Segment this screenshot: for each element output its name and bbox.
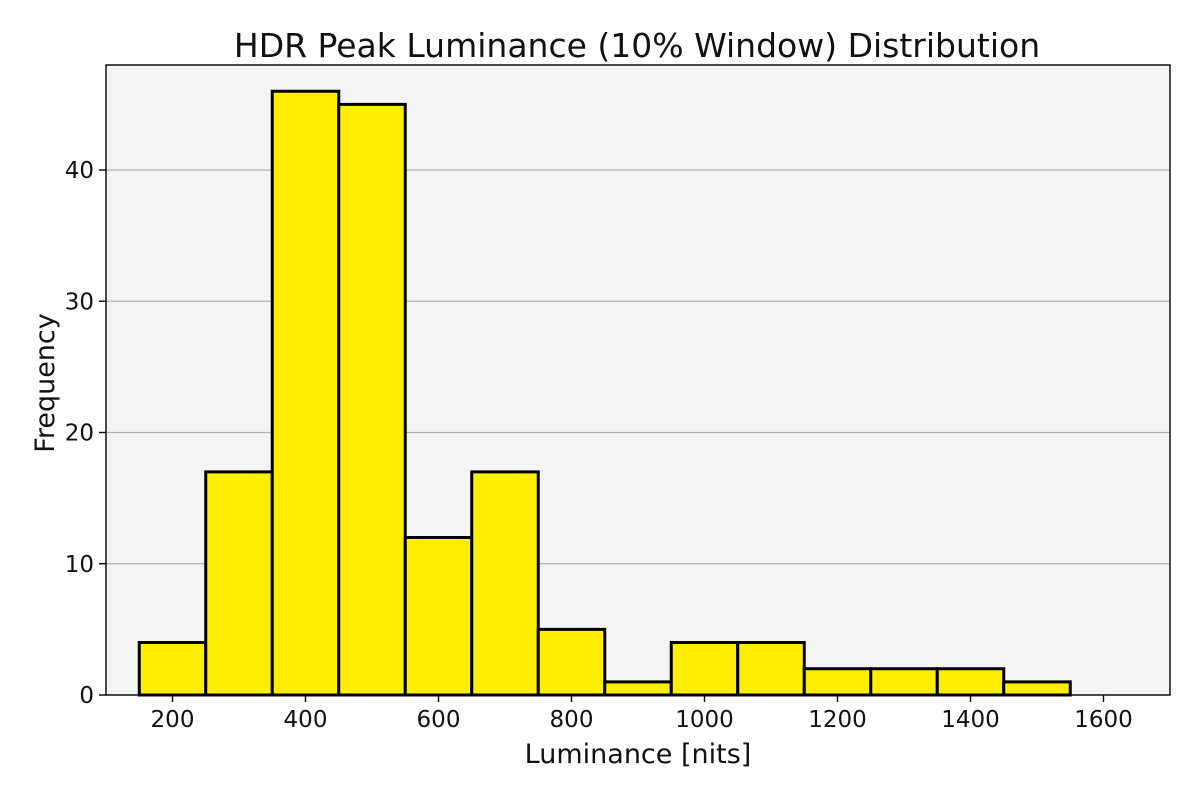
histogram-bar-0 [137, 641, 208, 697]
x-axis-label: Luminance [nits] [525, 739, 752, 770]
x-tick-label-600: 600 [417, 707, 461, 733]
x-axis-ticks: 200 400 600 800 1000 1200 1400 1600 [151, 695, 1133, 733]
chart-title: HDR Peak Luminance (10% Window) Distribu… [234, 26, 1040, 65]
histogram-bar-2 [270, 89, 341, 697]
y-tick-label-30: 30 [65, 289, 94, 315]
x-tick-label-1600: 1600 [1074, 707, 1133, 733]
histogram-bar-10 [802, 667, 873, 697]
histogram-bar-11 [869, 667, 939, 697]
histogram-bar-13 [1002, 680, 1072, 697]
x-tick-label-1000: 1000 [675, 707, 734, 733]
x-tick-label-1400: 1400 [941, 707, 1000, 733]
histogram-bar-4 [403, 536, 474, 697]
y-tick-label-40: 40 [65, 158, 94, 184]
x-tick-label-800: 800 [550, 707, 594, 733]
y-tick-label-0: 0 [79, 683, 94, 709]
histogram-bar-6 [536, 627, 607, 697]
y-tick-label-20: 20 [65, 421, 94, 447]
histogram-bars [137, 89, 1072, 697]
histogram-bar-12 [935, 667, 1006, 697]
histogram-bar-7 [603, 680, 673, 697]
x-tick-label-200: 200 [151, 707, 195, 733]
y-axis-label: Frequency [30, 313, 61, 453]
histogram-bar-3 [337, 102, 407, 697]
histogram-bar-9 [736, 641, 806, 697]
histogram-bar-5 [470, 470, 540, 697]
y-axis-ticks: 0 10 20 30 40 [65, 158, 106, 709]
histogram-bar-1 [204, 470, 274, 697]
histogram-bar-8 [669, 641, 740, 697]
x-tick-label-400: 400 [284, 707, 328, 733]
y-tick-label-10: 10 [65, 552, 94, 578]
plot-frame [105, 64, 1171, 696]
x-tick-label-1200: 1200 [808, 707, 867, 733]
